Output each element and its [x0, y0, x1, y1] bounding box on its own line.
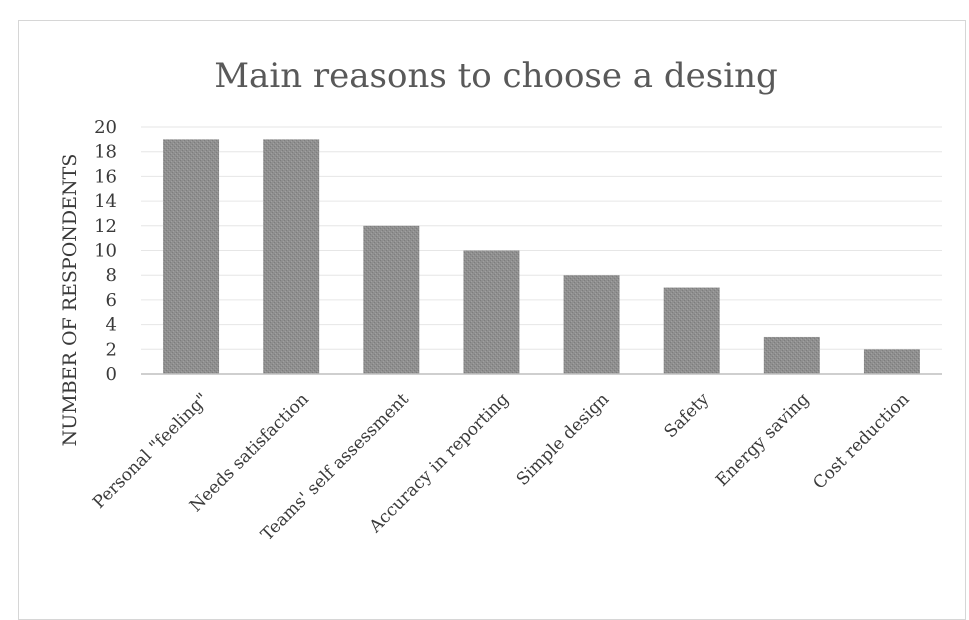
category-labels: Personal "feeling"Needs satisfactionTeam… — [89, 389, 913, 545]
y-tick-label: 18 — [94, 142, 117, 163]
bar-chart: Main reasons to choose a desing NUMBER O… — [59, 56, 942, 545]
y-tick-label: 2 — [106, 339, 117, 360]
y-tick-label: 14 — [94, 191, 117, 212]
gridlines — [141, 126, 942, 350]
bar — [363, 225, 420, 374]
y-tick-label: 12 — [94, 216, 117, 237]
y-tick-label: 4 — [106, 315, 117, 336]
chart-title: Main reasons to choose a desing — [214, 56, 778, 96]
y-axis-label: NUMBER OF RESPONDENTS — [59, 154, 81, 447]
bar — [163, 139, 220, 374]
y-tick-label: 8 — [106, 265, 117, 286]
bar — [863, 349, 920, 374]
y-tick-label: 16 — [94, 166, 117, 187]
category-label: Simple design — [513, 389, 613, 489]
y-tick-label: 0 — [106, 364, 117, 385]
bar — [563, 275, 620, 374]
bar — [763, 336, 820, 374]
y-tick-label: 10 — [94, 241, 117, 262]
bar — [463, 250, 520, 374]
y-tick-label: 6 — [106, 290, 117, 311]
bars — [163, 139, 920, 374]
y-tick-labels: 0 2 4 6 8 10 12 14 16 18 20 — [94, 117, 117, 385]
y-tick-label: 20 — [94, 117, 117, 138]
bar — [663, 287, 720, 374]
bar — [263, 139, 320, 374]
category-label: Energy saving — [712, 389, 813, 490]
category-label: Safety — [660, 389, 713, 442]
category-label: Cost reduction — [809, 389, 913, 493]
